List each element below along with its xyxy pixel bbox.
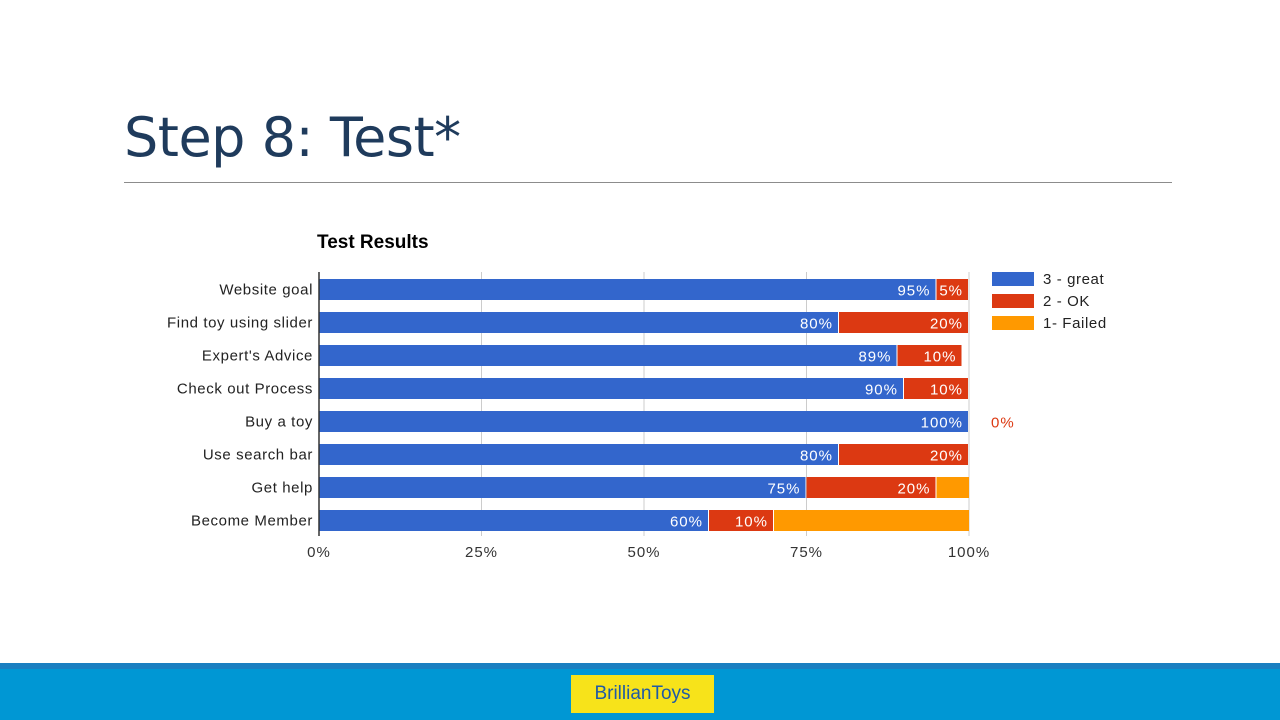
bar-segment — [904, 378, 968, 399]
bar-segment — [319, 411, 968, 432]
test-results-chart: Test Results 0% 25% 50% 75% 100% Website goal 9… — [167, 232, 1107, 561]
bar-segment — [936, 477, 969, 498]
category-label: Get help — [251, 480, 313, 497]
bar-segment — [839, 312, 968, 333]
x-tick-label: 0% — [307, 544, 331, 561]
data-label: 10% — [930, 382, 963, 399]
data-label: 75% — [767, 481, 800, 498]
chart-title: Test Results — [317, 232, 429, 253]
legend-swatch — [992, 316, 1034, 330]
category-label: Become Member — [191, 513, 313, 530]
bar-segment — [806, 477, 936, 498]
data-label: 60% — [670, 514, 703, 531]
data-label: 80% — [800, 316, 833, 333]
x-tick-label: 25% — [465, 544, 498, 561]
data-label: 0% — [991, 415, 1015, 432]
legend-swatch — [992, 272, 1034, 286]
data-label: 10% — [923, 349, 956, 366]
data-label: 20% — [930, 448, 963, 465]
bar-segment — [319, 312, 838, 333]
data-label: 80% — [800, 448, 833, 465]
slide-title: Step 8: Test* — [124, 106, 461, 169]
bar-segment — [319, 345, 897, 366]
brilliantoys-logo: BrillianToys — [571, 675, 714, 713]
x-tick-label: 75% — [790, 544, 823, 561]
data-label: 20% — [930, 316, 963, 333]
category-label: Expert's Advice — [202, 348, 313, 365]
data-label: 20% — [897, 481, 930, 498]
category-label: Use search bar — [203, 447, 313, 464]
x-tick-label: 100% — [948, 544, 990, 561]
category-label: Website goal — [219, 282, 313, 299]
bar-segment — [709, 510, 773, 531]
bar-segment — [319, 378, 903, 399]
data-label: 90% — [865, 382, 898, 399]
bar-segment — [774, 510, 969, 531]
bar-segment — [319, 279, 936, 300]
legend-label: 2 - OK — [1043, 293, 1090, 310]
bar-segment — [936, 279, 968, 300]
data-label: 89% — [858, 349, 891, 366]
bar-segment — [319, 444, 838, 465]
data-label: 5% — [939, 283, 963, 300]
x-tick-label: 50% — [627, 544, 660, 561]
category-label: Find toy using slider — [167, 315, 313, 332]
logo-text: BrillianToys — [594, 683, 691, 704]
data-label: 95% — [897, 283, 930, 300]
legend-label: 1- Failed — [1043, 315, 1107, 332]
data-label: 10% — [735, 514, 768, 531]
data-label: 100% — [921, 415, 963, 432]
bar-segment — [839, 444, 968, 465]
bar-segment — [897, 345, 962, 366]
category-label: Buy a toy — [245, 414, 313, 431]
bar-segment — [319, 510, 708, 531]
legend-label: 3 - great — [1043, 271, 1104, 288]
bar-segment — [319, 477, 806, 498]
title-divider — [124, 182, 1172, 183]
category-label: Check out Process — [177, 381, 313, 398]
legend-swatch — [992, 294, 1034, 308]
